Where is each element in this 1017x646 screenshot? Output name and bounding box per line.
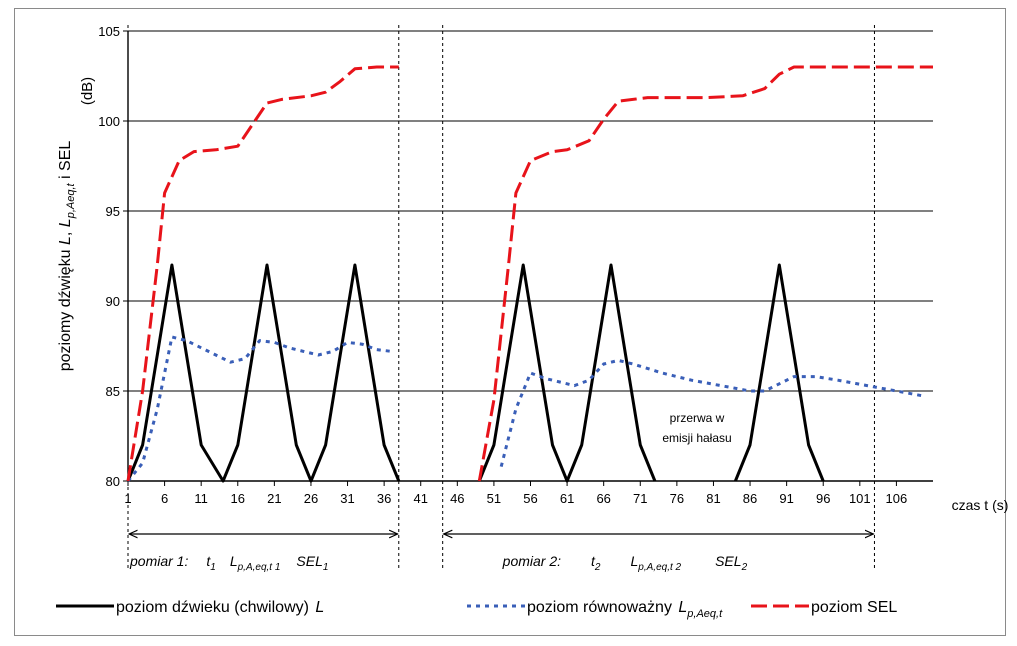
x-tick-label: 86 bbox=[743, 491, 757, 506]
x-tick-label: 1 bbox=[124, 491, 131, 506]
y-tick-label: 105 bbox=[98, 24, 120, 39]
series-0-line bbox=[126, 263, 401, 483]
legend-entry: poziom równoważny Lp,Aeq,t bbox=[527, 599, 723, 620]
x-tick-label: 106 bbox=[886, 491, 908, 506]
y-tick-label: 100 bbox=[98, 114, 120, 129]
x-tick-label: 11 bbox=[194, 491, 208, 506]
y-axis-unit: (dB) bbox=[79, 77, 96, 105]
y-axis-title: poziomy dźwięku L, Lp,Aeq,t i SEL bbox=[57, 141, 77, 372]
legend-entry: poziom SEL bbox=[811, 599, 897, 616]
series-0-line bbox=[734, 263, 825, 482]
y-tick-label: 95 bbox=[106, 204, 120, 219]
annotation-text: emisji hałasu bbox=[662, 431, 731, 445]
x-tick-label: 81 bbox=[706, 491, 720, 506]
x-tick-label: 66 bbox=[596, 491, 610, 506]
x-axis-title: czas t (s) bbox=[952, 497, 1009, 513]
series-2-line bbox=[126, 65, 399, 482]
series-1-line bbox=[126, 335, 392, 482]
x-tick-label: 56 bbox=[523, 491, 537, 506]
legend-entry: poziom dźwieku (chwilowy) L bbox=[116, 599, 324, 616]
annotation-text: przerwa w bbox=[670, 411, 725, 425]
x-tick-label: 41 bbox=[413, 491, 427, 506]
series-2-line bbox=[477, 65, 933, 482]
x-tick-label: 76 bbox=[670, 491, 684, 506]
x-tick-label: 31 bbox=[340, 491, 354, 506]
y-tick-label: 80 bbox=[106, 474, 120, 489]
x-tick-label: 96 bbox=[816, 491, 830, 506]
x-tick-label: 101 bbox=[849, 491, 871, 506]
measurement-label: pomiar 1: t1 Lp,A,eq,t 1 SEL1 bbox=[129, 553, 328, 573]
x-tick-label: 6 bbox=[161, 491, 168, 506]
measurement-label: pomiar 2: t2 Lp,A,eq,t 2 SEL2 bbox=[502, 553, 748, 573]
x-tick-label: 16 bbox=[231, 491, 245, 506]
x-tick-label: 21 bbox=[267, 491, 281, 506]
x-tick-label: 91 bbox=[779, 491, 793, 506]
x-tick-label: 46 bbox=[450, 491, 464, 506]
x-tick-label: 51 bbox=[487, 491, 501, 506]
x-tick-label: 26 bbox=[304, 491, 318, 506]
x-tick-label: 36 bbox=[377, 491, 391, 506]
y-tick-label: 90 bbox=[106, 294, 120, 309]
x-tick-label: 61 bbox=[560, 491, 574, 506]
x-tick-label: 71 bbox=[633, 491, 647, 506]
y-tick-label: 85 bbox=[106, 384, 120, 399]
series-0-line bbox=[477, 263, 657, 483]
